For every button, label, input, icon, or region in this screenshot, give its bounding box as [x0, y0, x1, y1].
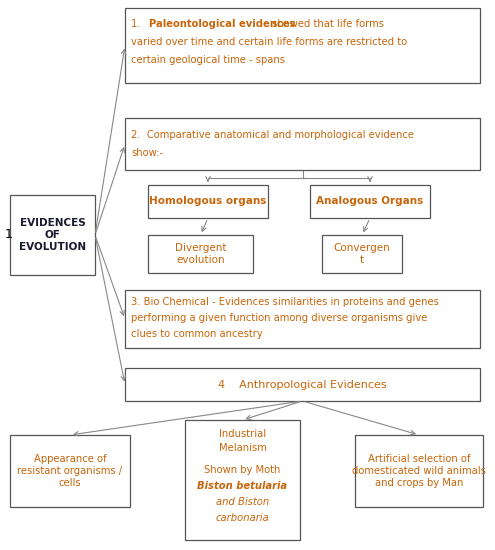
Text: 4    Anthropological Evidences: 4 Anthropological Evidences	[218, 379, 387, 389]
Text: Divergent
evolution: Divergent evolution	[175, 243, 226, 265]
Text: Appearance of
resistant organisms /
cells: Appearance of resistant organisms / cell…	[17, 454, 123, 488]
Bar	[322, 235, 402, 273]
Text: Biston betularia: Biston betularia	[198, 481, 288, 491]
Bar	[125, 368, 480, 401]
Bar	[310, 185, 430, 218]
Bar	[148, 185, 268, 218]
Text: Industrial: Industrial	[219, 429, 266, 439]
Text: clues to common ancestry: clues to common ancestry	[131, 329, 263, 339]
Bar	[355, 435, 483, 507]
Bar	[125, 118, 480, 170]
Text: EVIDENCES
OF
EVOLUTION: EVIDENCES OF EVOLUTION	[19, 218, 86, 251]
Text: 1.: 1.	[131, 19, 150, 29]
Text: show:-: show:-	[131, 148, 163, 158]
Text: performing a given function among diverse organisms give: performing a given function among divers…	[131, 313, 427, 323]
Bar	[125, 8, 480, 83]
Text: Paleontological evidences: Paleontological evidences	[149, 19, 296, 29]
Text: Melanism: Melanism	[219, 443, 266, 453]
Text: Analogous Organs: Analogous Organs	[316, 196, 424, 206]
Text: 1: 1	[5, 228, 13, 241]
Bar	[10, 435, 130, 507]
Bar	[185, 420, 300, 540]
Text: Shown by Moth: Shown by Moth	[204, 465, 281, 475]
Text: Homologous organs: Homologous organs	[149, 196, 267, 206]
Text: Convergen
t: Convergen t	[334, 243, 391, 265]
Bar	[125, 290, 480, 348]
Text: Artificial selection of
domesticated wild animals
and crops by Man: Artificial selection of domesticated wil…	[352, 454, 486, 488]
Text: certain geological time - spans: certain geological time - spans	[131, 55, 285, 65]
Text: varied over time and certain life forms are restricted to: varied over time and certain life forms …	[131, 37, 407, 47]
Text: and Biston: and Biston	[216, 497, 269, 507]
Text: carbonaria: carbonaria	[216, 513, 269, 523]
Text: 3. Bio Chemical - Evidences similarities in proteins and genes: 3. Bio Chemical - Evidences similarities…	[131, 297, 439, 307]
Bar	[10, 195, 95, 275]
Bar	[148, 235, 253, 273]
Text: 2.  Comparative anatomical and morphological evidence: 2. Comparative anatomical and morphologi…	[131, 130, 414, 140]
Text: showed that life forms: showed that life forms	[269, 19, 384, 29]
